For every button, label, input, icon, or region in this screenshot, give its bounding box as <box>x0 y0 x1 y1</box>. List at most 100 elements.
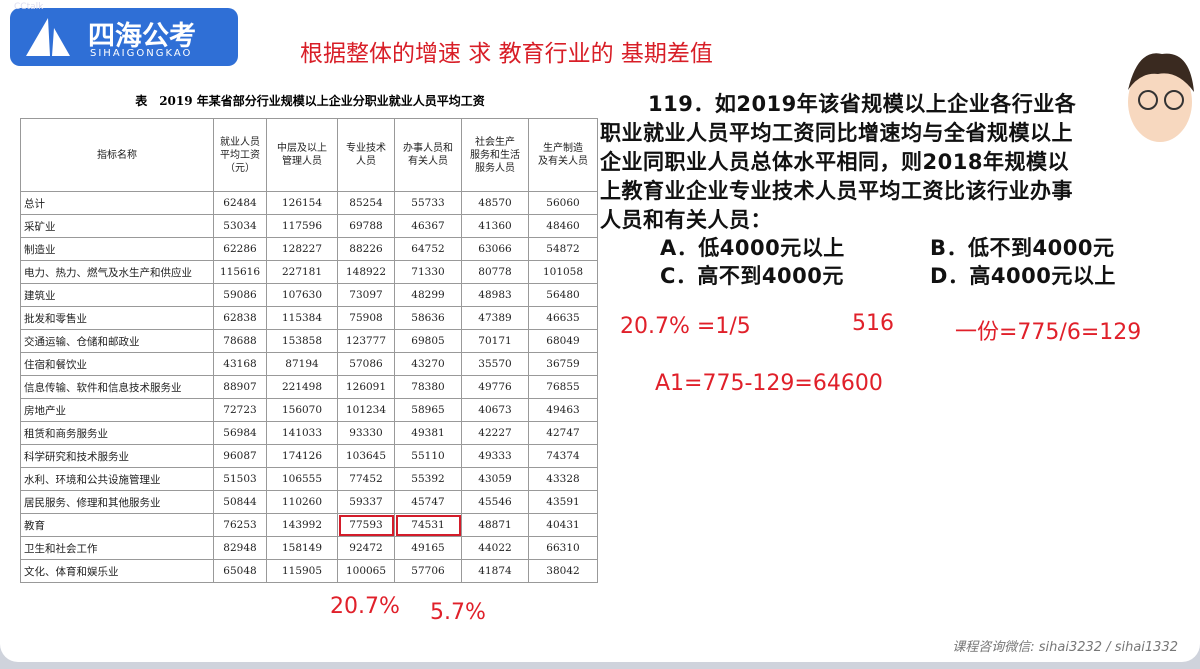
cell: 59086 <box>213 283 267 307</box>
table-row: 文化、体育和娱乐业 65048 115905 100065 57706 41874 3804… <box>20 559 598 583</box>
column-header: 中层及以上 管理人员 <box>266 118 338 192</box>
cell: 38042 <box>528 559 598 583</box>
row-label: 交通运输、仓储和邮政业 <box>20 329 214 353</box>
cell: 96087 <box>213 444 267 468</box>
table-row: 科学研究和技术服务业 96087 174126 103645 55110 49333 743… <box>20 444 598 468</box>
cell: 43591 <box>528 490 598 514</box>
option: A．低4000元以上 <box>660 236 845 260</box>
cell: 36759 <box>528 352 598 376</box>
handwritten-note: 一份=775/6=129 <box>955 320 1142 345</box>
handwritten-note: A1=775-129=64600 <box>655 371 883 396</box>
cell: 46635 <box>528 306 598 330</box>
column-header: 专业技术 人员 <box>337 118 395 192</box>
row-label: 制造业 <box>20 237 214 261</box>
cell: 53034 <box>213 214 267 238</box>
cell: 56480 <box>528 283 598 307</box>
cell: 126154 <box>266 191 338 215</box>
cell: 43059 <box>461 467 529 491</box>
cell: 174126 <box>266 444 338 468</box>
question-line: 119．如2019年该省规模以上企业各行业各 <box>648 92 1077 116</box>
cell: 68049 <box>528 329 598 353</box>
handwritten-note: 20.7% <box>330 594 400 619</box>
cell: 75908 <box>337 306 395 330</box>
table-row: 交通运输、仓储和邮政业 78688 153858 123777 69805 70171 68… <box>20 329 598 353</box>
cell: 70171 <box>461 329 529 353</box>
cell: 74531 <box>394 513 462 537</box>
table-row: 租赁和商务服务业 56984 141033 93330 49381 42227 42747 <box>20 421 598 445</box>
table-row: 采矿业 53034 117596 69788 46367 41360 48460 <box>20 214 598 238</box>
table-row: 房地产业 72723 156070 101234 58965 40673 49463 <box>20 398 598 422</box>
cell: 73097 <box>337 283 395 307</box>
cell: 92472 <box>337 536 395 560</box>
cell: 123777 <box>337 329 395 353</box>
cell: 76253 <box>213 513 267 537</box>
cell: 40431 <box>528 513 598 537</box>
row-label: 信息传输、软件和信息技术服务业 <box>20 375 214 399</box>
cell: 58636 <box>394 306 462 330</box>
table-row: 水利、环境和公共设施管理业 51503 106555 77452 55392 43059 4… <box>20 467 598 491</box>
logo-name: 四海公考 <box>88 21 196 52</box>
table-row: 教育 76253 143992 77593 74531 48871 40431 <box>20 513 598 537</box>
row-label: 租赁和商务服务业 <box>20 421 214 445</box>
cell: 43168 <box>213 352 267 376</box>
cell: 43328 <box>528 467 598 491</box>
row-label: 总计 <box>20 191 214 215</box>
handwritten-note: 20.7% =1/5 <box>620 314 751 339</box>
cell: 69805 <box>394 329 462 353</box>
cell: 45546 <box>461 490 529 514</box>
cell: 49381 <box>394 421 462 445</box>
cell: 101058 <box>528 260 598 284</box>
cell: 103645 <box>337 444 395 468</box>
cell: 56060 <box>528 191 598 215</box>
cell: 47389 <box>461 306 529 330</box>
cell: 62484 <box>213 191 267 215</box>
cell: 71330 <box>394 260 462 284</box>
cell: 62286 <box>213 237 267 261</box>
table-row: 总计 62484 126154 85254 55733 48570 56060 <box>20 191 598 215</box>
cell: 43270 <box>394 352 462 376</box>
row-label: 居民服务、修理和其他服务业 <box>20 490 214 514</box>
cell: 115616 <box>213 260 267 284</box>
logo-pinyin: SIHAIGONGKAO <box>90 48 193 59</box>
avatar <box>1128 53 1194 142</box>
cell: 100065 <box>337 559 395 583</box>
row-label: 文化、体育和娱乐业 <box>20 559 214 583</box>
column-header: 生产制造 及有关人员 <box>528 118 598 192</box>
cell: 115384 <box>266 306 338 330</box>
header-row: 指标名称 就业人员 平均工资 （元） 中层及以上 管理人员 专业技术 人员 办事人员和 … <box>20 118 598 192</box>
handwritten-note: 516 <box>852 311 894 336</box>
cell: 69788 <box>337 214 395 238</box>
cell: 76855 <box>528 375 598 399</box>
cell: 41360 <box>461 214 529 238</box>
table-row: 卫生和社会工作 82948 158149 92472 49165 44022 66310 <box>20 536 598 560</box>
cell: 110260 <box>266 490 338 514</box>
cell: 49776 <box>461 375 529 399</box>
row-label: 电力、热力、燃气及水生产和供应业 <box>20 260 214 284</box>
option: D．高4000元以上 <box>930 264 1116 288</box>
row-label: 教育 <box>20 513 214 537</box>
option: C．高不到4000元 <box>660 264 844 288</box>
cell: 50844 <box>213 490 267 514</box>
cell: 44022 <box>461 536 529 560</box>
row-label: 住宿和餐饮业 <box>20 352 214 376</box>
row-label: 科学研究和技术服务业 <box>20 444 214 468</box>
cell: 156070 <box>266 398 338 422</box>
cell: 48570 <box>461 191 529 215</box>
cell: 66310 <box>528 536 598 560</box>
cell: 46367 <box>394 214 462 238</box>
row-label: 采矿业 <box>20 214 214 238</box>
cell: 57086 <box>337 352 395 376</box>
cell: 42747 <box>528 421 598 445</box>
cell: 42227 <box>461 421 529 445</box>
row-label: 水利、环境和公共设施管理业 <box>20 467 214 491</box>
cell: 48299 <box>394 283 462 307</box>
cell: 106555 <box>266 467 338 491</box>
cell: 49463 <box>528 398 598 422</box>
cell: 54872 <box>528 237 598 261</box>
cell: 62838 <box>213 306 267 330</box>
cell: 45747 <box>394 490 462 514</box>
cell: 115905 <box>266 559 338 583</box>
cell: 51503 <box>213 467 267 491</box>
